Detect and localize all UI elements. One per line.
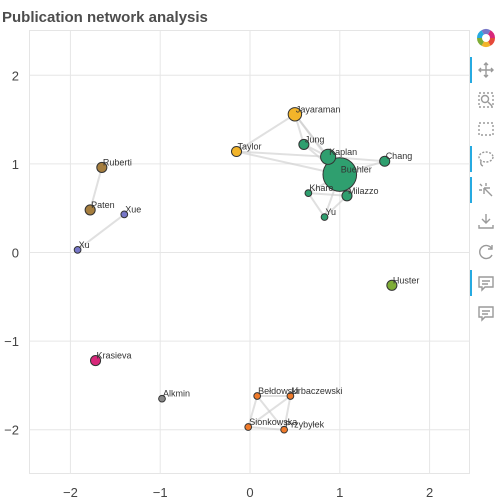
node[interactable] bbox=[90, 355, 102, 367]
node-labels: Jayaraman Taylor Jung Kaplan Buehler Chang Kha… bbox=[79, 104, 420, 429]
y-axis: 2 1 0 −1 −2 bbox=[4, 68, 19, 437]
node[interactable] bbox=[320, 213, 329, 221]
x-axis: −2 −1 0 1 2 bbox=[63, 485, 433, 500]
edge bbox=[236, 150, 329, 158]
edge bbox=[308, 192, 348, 197]
edge bbox=[236, 150, 341, 176]
edge bbox=[247, 395, 259, 428]
node[interactable] bbox=[96, 161, 108, 173]
node[interactable] bbox=[386, 279, 398, 291]
tap-icon[interactable] bbox=[470, 177, 493, 203]
node-label: Taylor bbox=[238, 141, 262, 151]
y-tick-label: −1 bbox=[4, 334, 19, 349]
pan-icon[interactable] bbox=[470, 57, 494, 83]
chart-title: Publication network analysis bbox=[2, 9, 208, 26]
node[interactable] bbox=[230, 145, 243, 158]
hover-icon-2[interactable] bbox=[478, 306, 494, 322]
node-label: Khare bbox=[309, 183, 333, 193]
node-label: Huster bbox=[393, 275, 420, 285]
node[interactable] bbox=[322, 157, 358, 192]
lasso-select-icon[interactable] bbox=[470, 146, 494, 172]
box-zoom-icon[interactable] bbox=[478, 92, 494, 108]
edge bbox=[235, 113, 296, 153]
node[interactable] bbox=[73, 245, 82, 254]
logo-icon[interactable] bbox=[477, 28, 495, 47]
node-label: Kaplan bbox=[329, 147, 357, 157]
toolbar bbox=[470, 28, 495, 322]
node-label: Chang bbox=[386, 151, 413, 161]
y-tick-label: −2 bbox=[4, 423, 19, 438]
node-label: Urbaczewski bbox=[291, 386, 342, 396]
edge bbox=[89, 167, 103, 211]
node-label: Buehler bbox=[341, 165, 372, 175]
node[interactable] bbox=[320, 148, 337, 165]
node[interactable] bbox=[286, 392, 295, 400]
node[interactable] bbox=[379, 155, 391, 167]
x-tick-label: 0 bbox=[246, 485, 253, 500]
y-tick-label: 0 bbox=[12, 246, 19, 261]
node-label: Yu bbox=[326, 207, 337, 217]
box-select-icon[interactable] bbox=[478, 122, 494, 136]
x-tick-label: −1 bbox=[153, 485, 168, 500]
x-tick-label: −2 bbox=[63, 485, 78, 500]
reset-icon[interactable] bbox=[479, 244, 493, 260]
edge bbox=[247, 395, 292, 428]
node-label: Alkmin bbox=[163, 389, 190, 399]
save-icon[interactable] bbox=[478, 214, 494, 229]
node-label: Milazzo bbox=[348, 186, 379, 196]
x-tick-label: 2 bbox=[426, 485, 433, 500]
node[interactable] bbox=[158, 394, 166, 403]
node[interactable] bbox=[341, 190, 353, 202]
edge bbox=[283, 395, 292, 430]
node-label: Xue bbox=[125, 204, 141, 214]
x-tick-label: 1 bbox=[336, 485, 343, 500]
node-label: Przybyłek bbox=[285, 420, 325, 430]
y-tick-label: 1 bbox=[12, 157, 19, 172]
node[interactable] bbox=[304, 189, 313, 197]
hover-icon[interactable] bbox=[470, 270, 494, 296]
edge bbox=[256, 395, 285, 431]
edge bbox=[76, 213, 125, 251]
node[interactable] bbox=[298, 138, 310, 150]
node[interactable] bbox=[287, 107, 303, 122]
node[interactable] bbox=[253, 392, 262, 400]
node-label: Sionkowska bbox=[249, 417, 297, 427]
node[interactable] bbox=[84, 204, 96, 216]
node-label: Ruberti bbox=[103, 157, 132, 167]
y-tick-label: 2 bbox=[12, 68, 19, 83]
node-label: Bełdowski bbox=[258, 386, 299, 396]
node-label: Jung bbox=[305, 134, 325, 144]
node-label: Jayaraman bbox=[296, 104, 341, 114]
node[interactable] bbox=[120, 210, 129, 219]
edge bbox=[307, 192, 326, 218]
node[interactable] bbox=[244, 423, 253, 431]
node-label: Paten bbox=[91, 200, 115, 210]
nodes bbox=[73, 107, 398, 434]
node-label: Krasieva bbox=[97, 351, 132, 361]
edge bbox=[248, 426, 285, 431]
node[interactable] bbox=[280, 425, 288, 434]
node-label: Xu bbox=[79, 240, 90, 250]
